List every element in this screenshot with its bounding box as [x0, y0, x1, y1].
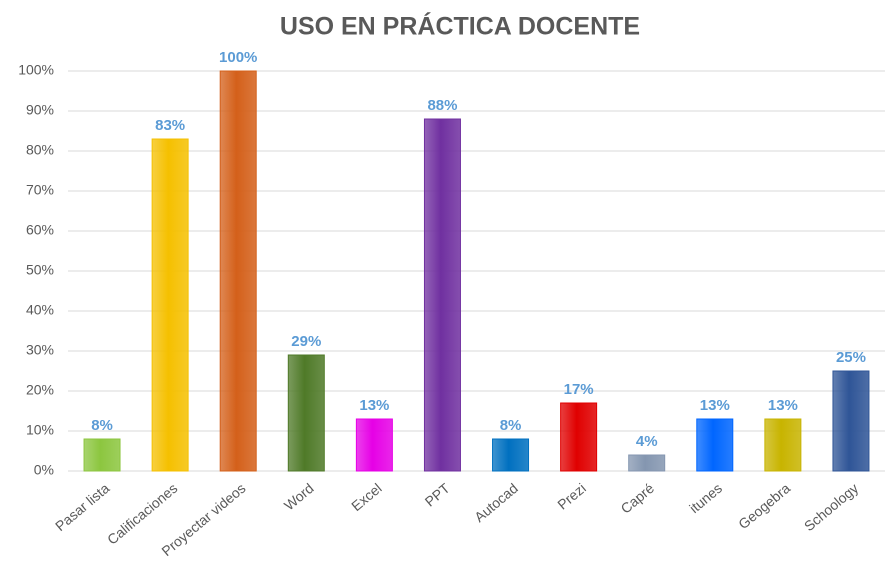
value-label: 13%: [359, 397, 389, 414]
bar: [219, 70, 257, 472]
bar: [287, 354, 325, 472]
bar: [423, 118, 461, 472]
x-tick-label: Autocad: [471, 480, 521, 525]
y-tick-label: 90%: [26, 102, 54, 118]
x-tick-label: Geogebra: [735, 480, 793, 532]
value-label: 8%: [500, 417, 522, 434]
bar: [696, 418, 734, 472]
value-label: 13%: [768, 397, 798, 414]
bar: [560, 402, 598, 472]
bar: [832, 370, 870, 472]
bar: [151, 138, 189, 472]
value-label: 88%: [427, 97, 457, 114]
x-tick-label: Pasar lista: [52, 480, 113, 534]
value-label: 13%: [700, 397, 730, 414]
value-label: 29%: [291, 333, 321, 350]
x-tick-label: Capré: [618, 480, 658, 517]
x-tick-label: PPT: [422, 480, 453, 510]
value-label: 83%: [155, 117, 185, 134]
x-tick-label: Excel: [348, 480, 385, 514]
x-tick-label: Prezi: [554, 480, 589, 513]
y-tick-label: 30%: [26, 342, 54, 358]
value-label: 100%: [219, 49, 257, 66]
y-tick-label: 50%: [26, 262, 54, 278]
x-tick-label: itunes: [686, 480, 725, 516]
y-tick-label: 0%: [34, 462, 54, 478]
value-label: 25%: [836, 349, 866, 366]
bar: [355, 418, 393, 472]
value-label: 17%: [564, 381, 594, 398]
value-label: 4%: [636, 433, 658, 450]
x-tick-label: Word: [281, 480, 317, 514]
bar: [764, 418, 802, 472]
y-tick-label: 20%: [26, 382, 54, 398]
bar: [628, 454, 666, 472]
y-tick-label: 60%: [26, 222, 54, 238]
y-tick-label: 70%: [26, 182, 54, 198]
y-tick-label: 100%: [18, 62, 54, 78]
y-tick-label: 10%: [26, 422, 54, 438]
y-tick-label: 80%: [26, 142, 54, 158]
chart-title: USO EN PRÁCTICA DOCENTE: [280, 12, 640, 41]
y-tick-label: 40%: [26, 302, 54, 318]
bar: [83, 438, 121, 472]
x-tick-label: Schoology: [801, 480, 861, 534]
bar: [492, 438, 530, 472]
value-label: 8%: [91, 417, 113, 434]
